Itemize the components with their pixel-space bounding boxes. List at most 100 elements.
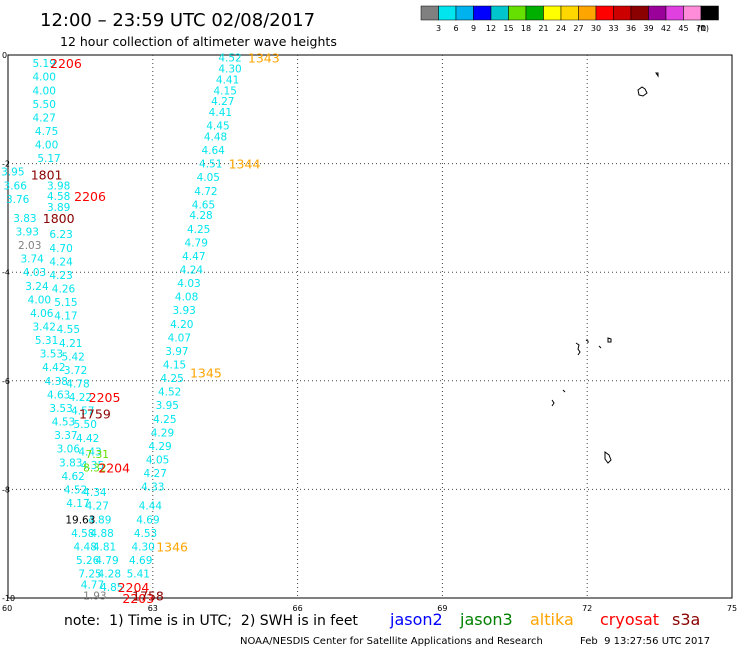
swh-value: 4.25 xyxy=(187,224,210,236)
swh-value: 5.41 xyxy=(127,569,150,581)
swh-track: 4.524.304.414.154.274.414.454.484.644.51… xyxy=(127,53,242,581)
swh-value: 4.47 xyxy=(182,251,205,263)
swh-value: 4.21 xyxy=(59,338,82,350)
x-tick-label: 63 xyxy=(148,604,158,613)
swh-value: 4.06 xyxy=(30,308,54,320)
plot-area: 60 63 66 69 72 75 0-2-4-6-8-10 4.524.304.414.… xyxy=(1,51,737,613)
scale-swatch xyxy=(508,5,527,21)
swh-value: 4.57 xyxy=(71,406,94,418)
swh-value: 4.51 xyxy=(199,159,222,171)
x-tick-label: 69 xyxy=(437,604,447,613)
scale-label: 36 xyxy=(626,24,636,33)
credit-line: NOAA/NESDIS Center for Satellite Applica… xyxy=(240,636,543,647)
scale-label: 9 xyxy=(471,24,476,33)
scale-swatch xyxy=(420,5,439,21)
swh-value: 4.78 xyxy=(66,379,89,391)
figure-subtitle: 12 hour collection of altimeter wave hei… xyxy=(60,34,337,49)
time-labels: 1343134413451346220622062205220422042203… xyxy=(31,51,280,606)
land-outlines xyxy=(551,72,659,464)
swh-value: 4.43 xyxy=(78,446,101,458)
swh-value: 3.66 xyxy=(4,180,28,192)
scale-label: 33 xyxy=(608,24,618,33)
generated-timestamp: Feb 9 13:27:56 UTC 2017 xyxy=(580,636,710,647)
swh-value: 3.93 xyxy=(172,305,195,317)
scale-swatch xyxy=(665,5,684,21)
y-axis-ticks: 0 -2 -4 -6 -8 -10 xyxy=(2,51,15,603)
swh-value: 4.38 xyxy=(45,376,68,388)
scale-swatch xyxy=(578,5,597,21)
swh-value: 4.42 xyxy=(76,433,99,445)
swh-value: 4.69 xyxy=(129,555,152,567)
scale-swatch xyxy=(543,5,562,21)
swh-track: 3.953.663.763.833.932.033.744.033.244.00… xyxy=(1,167,106,603)
swh-value: 4.25 xyxy=(153,414,176,426)
swh-value: 4.53 xyxy=(52,417,75,429)
swh-value: 4.27 xyxy=(211,96,234,108)
swh-value: 4.24 xyxy=(180,264,204,276)
time-label: 2206 xyxy=(74,189,106,204)
scale-swatch xyxy=(525,5,544,21)
swh-value: 4.69 xyxy=(136,514,159,526)
swh-value: 4.85 xyxy=(100,582,123,594)
swh-value: 7.25 xyxy=(78,569,101,581)
swh-value: 4.17 xyxy=(54,311,77,323)
swh-value: 3.95 xyxy=(156,400,179,412)
swh-value: 4.41 xyxy=(209,107,232,119)
time-label: 2203 xyxy=(122,591,154,606)
time-label: 1759 xyxy=(79,406,111,421)
swh-value: 4.00 xyxy=(33,72,56,84)
swh-value: 4.70 xyxy=(49,243,72,255)
island-outline xyxy=(575,342,581,356)
swh-value: 4.05 xyxy=(146,455,169,467)
swh-value: 5.42 xyxy=(61,351,84,363)
swh-value: 3.24 xyxy=(25,281,49,293)
swh-value: 4.28 xyxy=(189,210,212,222)
swh-value: 5.50 xyxy=(74,419,97,431)
time-label: 1346 xyxy=(156,539,188,554)
swh-value: 4.00 xyxy=(33,85,56,97)
swh-value: 4.15 xyxy=(163,360,186,372)
swh-value: 19.63 xyxy=(65,514,95,526)
swh-value: 4.52 xyxy=(218,53,241,65)
swh-value: 4.65 xyxy=(192,199,215,211)
swh-value: 4.29 xyxy=(151,427,174,439)
swh-value: 1.93 xyxy=(83,590,106,602)
scale-label: (ft) xyxy=(697,24,709,33)
scale-swatch xyxy=(683,5,702,21)
swh-value: 4.03 xyxy=(23,267,46,279)
swh-value: 4.58 xyxy=(47,191,70,203)
swh-value: 4.42 xyxy=(42,362,65,374)
swh-value: 4.15 xyxy=(214,85,237,97)
swh-track: 5.194.004.005.504.274.754.005.173.984.58… xyxy=(33,58,124,594)
time-label: 2206 xyxy=(50,56,82,71)
mission-legend: jason2 jason3 altika cryosat s3a xyxy=(389,610,700,629)
scale-label: 21 xyxy=(538,24,548,33)
x-tick-label: 72 xyxy=(582,604,592,613)
scale-label: 3 xyxy=(436,24,441,33)
swh-value: 3.93 xyxy=(16,226,39,238)
swh-value: 3.83 xyxy=(13,213,36,225)
footnote: note: 1) Time is in UTC; 2) SWH is in fe… xyxy=(64,613,358,629)
swh-value: 4.34 xyxy=(83,487,107,499)
mission-label: cryosat xyxy=(600,610,659,629)
swh-value: 3.83 xyxy=(59,457,82,469)
island-outline xyxy=(551,399,555,407)
swh-value: 5.15 xyxy=(54,297,77,309)
swh-value: 5.26 xyxy=(76,555,100,567)
swh-value: 4.00 xyxy=(35,140,58,152)
swh-value: 3.95 xyxy=(1,167,24,179)
time-label: 1344 xyxy=(229,157,261,172)
swh-value: 4.29 xyxy=(148,441,171,453)
swh-value: 4.05 xyxy=(197,172,220,184)
time-label: 1758 xyxy=(132,588,164,603)
swh-value: 4.48 xyxy=(204,131,227,143)
scale-swatch xyxy=(700,5,719,21)
scale-swatch xyxy=(630,5,649,21)
plot-frame xyxy=(7,54,733,599)
swh-value: 4.07 xyxy=(168,332,191,344)
figure-title: 12:00 – 23:59 UTC 02/08/2017 xyxy=(40,10,315,31)
swh-value: 4.33 xyxy=(141,482,164,494)
time-label: 1343 xyxy=(248,51,280,66)
swh-value: 4.79 xyxy=(185,237,208,249)
swh-value: 4.79 xyxy=(95,555,118,567)
